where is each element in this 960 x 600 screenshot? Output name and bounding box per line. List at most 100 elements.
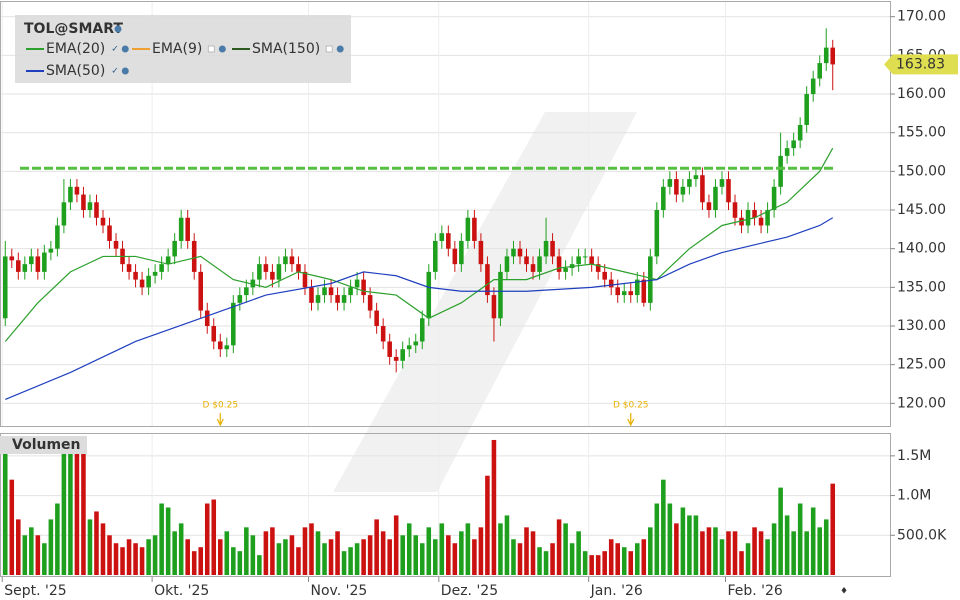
volume-bar — [504, 515, 510, 575]
candle-body — [42, 252, 47, 272]
volume-bar — [426, 527, 432, 575]
price-frame — [0, 1, 891, 427]
volume-bar — [452, 543, 458, 575]
candle-body — [191, 240, 197, 272]
volume-bar — [354, 543, 360, 575]
candle-body — [244, 287, 249, 296]
volume-bar — [159, 503, 164, 575]
legend-box — [15, 15, 351, 83]
candle-body — [387, 341, 392, 357]
candle-body — [550, 240, 555, 257]
x-tick-label: Feb. '26 — [727, 583, 782, 599]
candle-body — [778, 155, 783, 187]
volume-bar — [322, 543, 327, 575]
volume-bar — [804, 531, 809, 575]
candle-body — [100, 217, 106, 226]
legend-settings[interactable] — [218, 45, 226, 53]
candle-body — [674, 179, 679, 195]
candle-body — [498, 271, 503, 319]
candle-body — [791, 140, 796, 149]
candle-body — [810, 78, 816, 95]
y-tick-label: 130.00 — [897, 318, 946, 334]
volume-bar — [817, 527, 822, 575]
candle-body — [680, 186, 686, 195]
x-axis-end-marker: ♦ — [840, 587, 848, 597]
candle-body — [804, 94, 809, 125]
candle-body — [667, 179, 673, 187]
volume-bar — [217, 539, 223, 575]
candle-body — [113, 240, 119, 249]
volume-bar — [165, 507, 171, 575]
x-tick-label: Okt. '25 — [154, 583, 209, 599]
volume-bar — [661, 479, 666, 575]
dividend-label: D $0.25 — [613, 401, 649, 411]
candle-body — [576, 256, 581, 265]
candle-body — [237, 295, 243, 303]
legend-checkbox — [207, 45, 215, 53]
volume-bar — [752, 527, 757, 575]
volume-bar — [726, 531, 731, 575]
candle-body — [400, 349, 405, 361]
volume-bar — [413, 535, 419, 575]
volume-bar — [713, 527, 718, 575]
candle-body — [654, 210, 660, 257]
volume-bar — [302, 527, 308, 575]
candle-body — [335, 295, 340, 303]
volume-bar — [146, 539, 151, 575]
volume-bar — [29, 527, 34, 575]
volume-bar — [9, 479, 15, 575]
volume-bar — [543, 551, 549, 575]
candle-body — [752, 210, 757, 218]
volume-bar — [139, 547, 145, 575]
volume-bar — [107, 535, 112, 575]
volume-bar — [680, 507, 686, 575]
x-tick-label: Sept. '25 — [4, 583, 66, 599]
volume-bar — [459, 531, 464, 575]
y-tick-label: 170.00 — [897, 9, 946, 25]
candle-body — [204, 310, 210, 327]
candle-body — [817, 63, 822, 79]
volume-bar — [491, 439, 497, 575]
legend-label: EMA(9) — [152, 41, 202, 57]
candle-body — [687, 179, 692, 187]
candle-body — [361, 279, 366, 296]
candle-body — [367, 295, 373, 311]
volume-bar — [61, 443, 67, 575]
settings-icon[interactable] — [114, 25, 122, 33]
candle-body — [315, 295, 321, 303]
candle-body — [621, 291, 627, 296]
volume-bar — [550, 543, 555, 575]
volume-bar — [309, 523, 314, 575]
volume-bar — [361, 539, 366, 575]
background-layer — [333, 112, 637, 492]
candle-body — [55, 225, 60, 249]
volume-bar — [68, 447, 73, 575]
volume-title: Volumen — [12, 437, 81, 453]
volume-bar — [87, 519, 93, 575]
legend-settings[interactable] — [336, 45, 344, 53]
volume-bar — [48, 519, 54, 575]
volume-bar — [537, 547, 542, 575]
candle-body — [68, 186, 73, 203]
volume-bar — [621, 547, 627, 575]
candle-body — [563, 268, 568, 272]
volume-bar — [700, 531, 705, 575]
candle-body — [426, 271, 432, 319]
volume-bar — [263, 531, 269, 575]
candle-body — [504, 256, 510, 272]
legend-settings[interactable] — [121, 67, 129, 75]
candle-body — [615, 287, 621, 296]
volume-bar — [732, 531, 738, 575]
legend-settings[interactable] — [121, 45, 129, 53]
y-tick-label: 135.00 — [897, 279, 946, 295]
volume-bar — [419, 543, 425, 575]
candle-body — [107, 225, 112, 241]
candle-body — [726, 179, 731, 203]
volume-bar — [648, 527, 653, 575]
volume-bar — [211, 499, 217, 575]
volume-bar — [771, 523, 777, 575]
candle-body — [22, 264, 28, 272]
volume-bar — [511, 539, 516, 575]
